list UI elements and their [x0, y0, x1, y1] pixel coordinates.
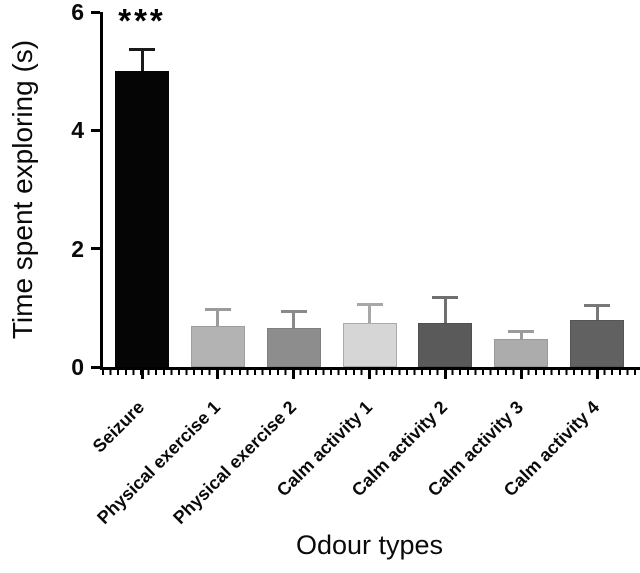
- error-bar-stem-physical-exercise-2: [292, 309, 296, 328]
- y-axis-line: [100, 12, 103, 370]
- x-axis-tick-calm-activity-4: [595, 370, 599, 379]
- bar-calm-activity-3: [494, 339, 549, 367]
- bar-physical-exercise-2: [266, 327, 321, 367]
- bar-calm-activity-1: [342, 323, 397, 367]
- error-bar-cap-physical-exercise-1: [204, 308, 231, 312]
- x-axis-tick-seizure: [140, 370, 144, 379]
- y-axis-tick-label: 4: [71, 117, 84, 144]
- bar-seizure: [115, 71, 169, 367]
- error-bar-stem-physical-exercise-1: [216, 308, 220, 326]
- x-axis-tick-calm-activity-3: [519, 370, 523, 379]
- error-bar-cap-calm-activity-3: [508, 329, 535, 333]
- error-bar-stem-seizure: [140, 47, 144, 72]
- bar-physical-exercise-1: [190, 325, 245, 367]
- error-bar-cap-seizure: [129, 47, 155, 51]
- y-axis-tick: [91, 128, 100, 132]
- error-bar-cap-calm-activity-4: [584, 303, 610, 307]
- error-bar-stem-calm-activity-1: [368, 303, 371, 324]
- x-axis-tick-calm-activity-1: [368, 370, 371, 379]
- x-tick-label-seizure: Seizure: [88, 397, 149, 457]
- bar-calm-activity-4: [570, 320, 624, 367]
- y-axis-tick-label: 6: [71, 0, 84, 25]
- significance-marker: ***: [118, 2, 166, 39]
- error-bar-cap-calm-activity-2: [432, 296, 459, 299]
- x-axis-title: Odour types: [295, 530, 444, 560]
- error-bar-stem-calm-activity-2: [443, 296, 447, 324]
- error-bar-cap-calm-activity-1: [356, 303, 383, 307]
- error-bar-stem-calm-activity-4: [595, 303, 599, 321]
- plot-area: 0 2 4 6 Seizure Physical exercise 1 Physical e…: [71, 0, 640, 528]
- y-axis-tick-label: 0: [71, 354, 84, 380]
- y-axis-tick: [91, 365, 100, 369]
- y-axis-title: Time spent exploring (s): [7, 39, 38, 340]
- y-axis-tick-label: 2: [71, 235, 84, 262]
- x-axis-tick-physical-exercise-2: [292, 370, 296, 379]
- x-axis-tick-physical-exercise-1: [216, 370, 220, 379]
- x-axis-tick-calm-activity-2: [443, 370, 447, 379]
- x-axis-line: [100, 367, 640, 370]
- y-axis-tick: [91, 10, 100, 14]
- error-bar-cap-physical-exercise-2: [280, 309, 307, 313]
- bar-calm-activity-2: [418, 323, 473, 367]
- error-bar-stem-calm-activity-3: [519, 329, 523, 340]
- y-axis-tick: [91, 247, 100, 251]
